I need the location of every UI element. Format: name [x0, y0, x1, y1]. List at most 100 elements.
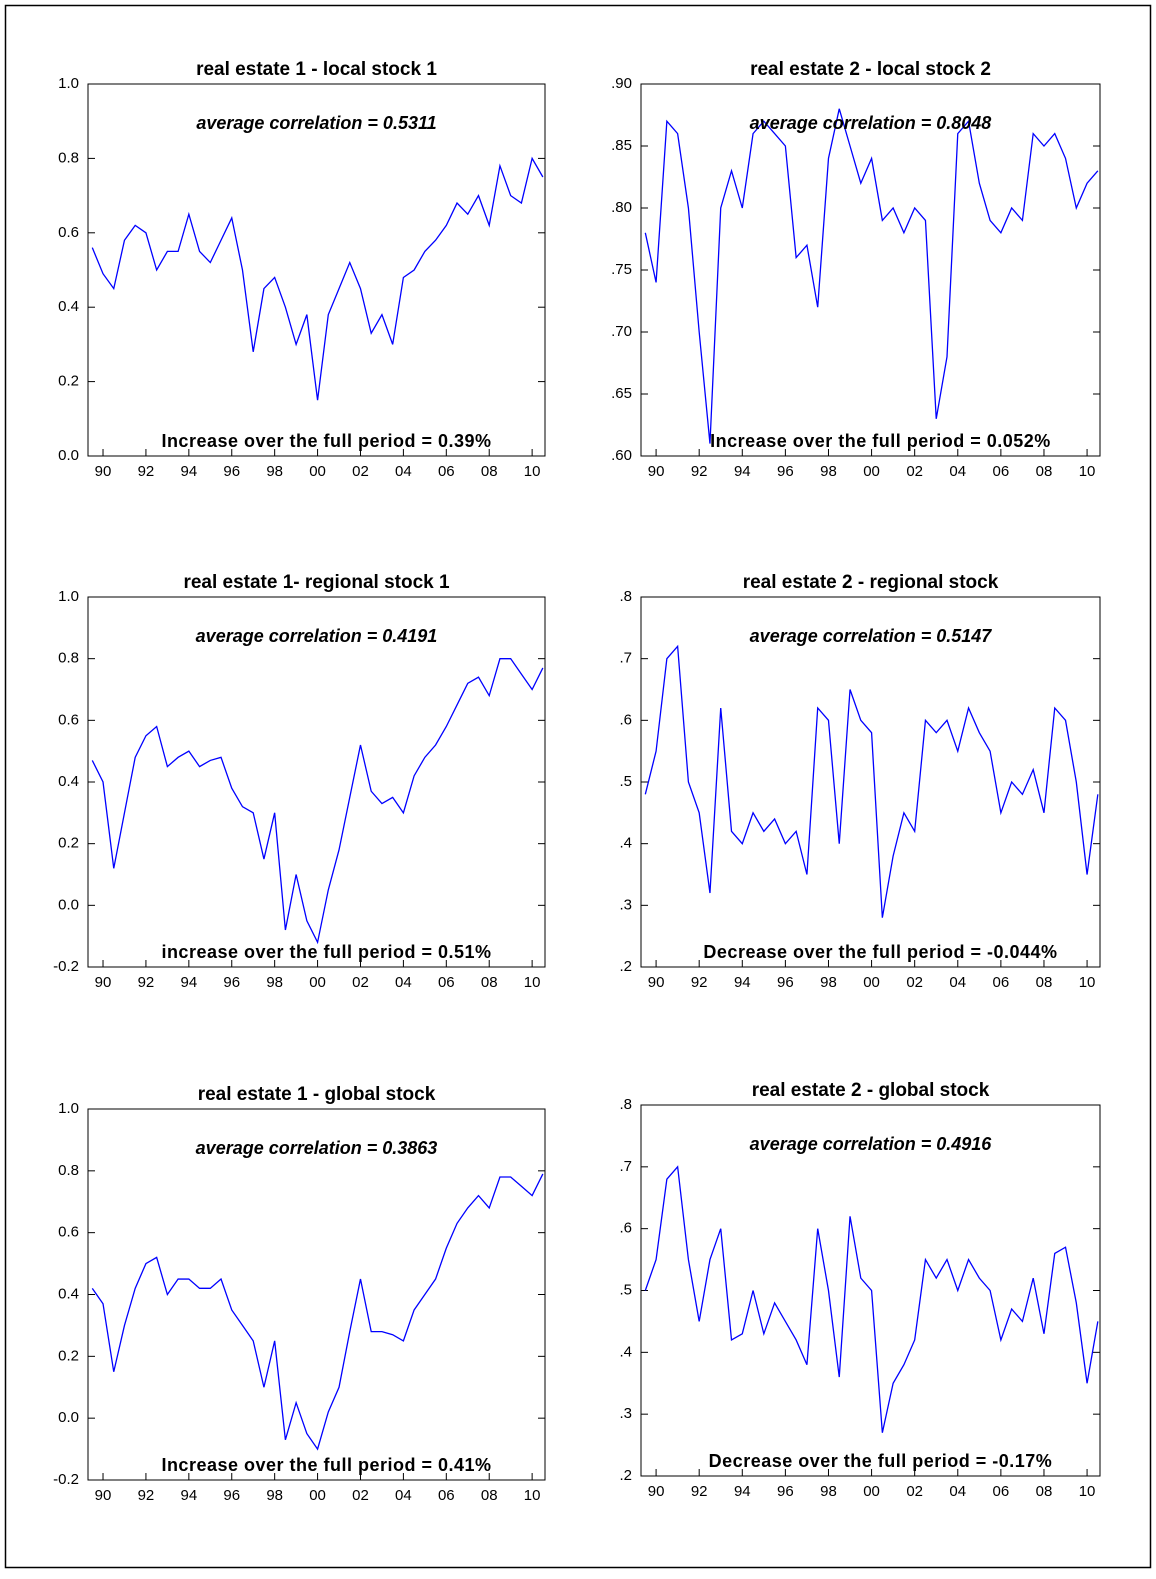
chart-title: real estate 1- regional stock 1	[183, 572, 450, 593]
x-tick-label: 92	[691, 1483, 708, 1500]
plot-frame	[640, 83, 1101, 457]
data-line	[644, 644, 1099, 918]
x-tick-label: 96	[777, 1483, 794, 1500]
chart-title: real estate 2 - regional stock	[743, 572, 999, 593]
x-tick-label: 06	[438, 1487, 455, 1504]
y-tick-label: 1.0	[58, 588, 79, 605]
x-tick-label: 00	[863, 974, 880, 991]
x-tick-label: 10	[524, 1487, 541, 1504]
x-tick-label: 02	[352, 463, 369, 480]
x-tick-label: 10	[524, 463, 541, 480]
x-tick-label: 94	[734, 1483, 751, 1500]
x-tick-label: 02	[352, 1487, 369, 1504]
x-tick-label: 04	[949, 463, 966, 480]
y-tick-label: 0.2	[58, 835, 79, 852]
y-tick-label: .75	[611, 261, 632, 278]
plot-frame	[87, 83, 546, 457]
y-tick-label: 0.2	[58, 1347, 79, 1364]
y-tick-label: .3	[619, 1405, 632, 1422]
x-tick-label: 04	[949, 974, 966, 991]
x-tick-label: 10	[1079, 1483, 1096, 1500]
chart-title: real estate 2 - global stock	[752, 1080, 990, 1101]
x-tick-label: 00	[863, 463, 880, 480]
data-line	[91, 156, 544, 401]
y-tick-label: .7	[619, 650, 632, 667]
x-tick-label: 90	[95, 1487, 112, 1504]
x-tick-label: 00	[309, 463, 326, 480]
y-tick-label: .2	[619, 1467, 632, 1484]
y-tick-label: .6	[619, 1220, 632, 1237]
x-tick-label: 98	[820, 1483, 837, 1500]
annotation: Increase over the full period = 0.41%	[161, 1455, 491, 1475]
y-tick-label: 0.0	[58, 447, 79, 464]
x-tick-label: 94	[734, 974, 751, 991]
y-tick-label: .7	[619, 1158, 632, 1175]
chart-title: real estate 1 - global stock	[198, 1084, 436, 1105]
x-tick-label: 06	[438, 463, 455, 480]
plot-frame	[87, 596, 546, 968]
y-tick-label: .5	[619, 773, 632, 790]
x-tick-label: 04	[395, 974, 412, 991]
data-line	[644, 108, 1099, 444]
x-tick-label: 08	[1036, 1483, 1053, 1500]
data-line	[91, 658, 544, 945]
annotation: Increase over the full period = 0.052%	[710, 431, 1051, 451]
x-tick-label: 94	[180, 463, 197, 480]
x-tick-label: 06	[993, 974, 1010, 991]
y-tick-label: .80	[611, 199, 632, 216]
x-tick-label: 92	[138, 1487, 155, 1504]
x-tick-label: 04	[395, 463, 412, 480]
y-tick-label: .85	[611, 137, 632, 154]
y-tick-label: .6	[619, 711, 632, 728]
x-tick-label: 96	[777, 463, 794, 480]
annotation: Decrease over the full period = -0.17%	[709, 1451, 1053, 1471]
x-tick-label: 98	[820, 463, 837, 480]
x-tick-label: 10	[524, 974, 541, 991]
annotation: Increase over the full period = 0.39%	[161, 431, 491, 451]
x-tick-label: 90	[648, 974, 665, 991]
x-tick-label: 96	[223, 1487, 240, 1504]
y-tick-label: 0.8	[58, 650, 79, 667]
x-tick-label: 02	[352, 974, 369, 991]
y-tick-label: 0.6	[58, 224, 79, 241]
y-tick-label: .3	[619, 896, 632, 913]
plot-frame	[87, 1108, 546, 1481]
y-tick-label: 0.4	[58, 298, 79, 315]
y-tick-label: .8	[619, 588, 632, 605]
x-tick-label: 08	[1036, 974, 1053, 991]
y-tick-label: 0.0	[58, 896, 79, 913]
x-tick-label: 98	[820, 974, 837, 991]
x-tick-label: 98	[266, 974, 283, 991]
y-tick-label: .60	[611, 447, 632, 464]
x-tick-label: 90	[95, 463, 112, 480]
x-tick-label: 94	[734, 463, 751, 480]
x-tick-label: 96	[777, 974, 794, 991]
x-tick-label: 94	[180, 974, 197, 991]
y-tick-label: .65	[611, 385, 632, 402]
x-tick-label: 08	[1036, 463, 1053, 480]
chart-title: real estate 1 - local stock 1	[196, 59, 437, 80]
x-tick-label: 92	[691, 463, 708, 480]
x-tick-label: 90	[648, 463, 665, 480]
x-tick-label: 06	[993, 1483, 1010, 1500]
annotation: average correlation = 0.5147	[750, 626, 993, 646]
y-tick-label: .70	[611, 323, 632, 340]
y-tick-label: .5	[619, 1281, 632, 1298]
annotation: average correlation = 0.4916	[750, 1134, 993, 1154]
y-tick-label: -0.2	[53, 1471, 79, 1488]
y-tick-label: -0.2	[53, 958, 79, 975]
x-tick-label: 92	[138, 463, 155, 480]
y-tick-label: 0.6	[58, 1224, 79, 1241]
x-tick-label: 10	[1079, 974, 1096, 991]
y-tick-label: .90	[611, 75, 632, 92]
y-tick-label: 0.0	[58, 1409, 79, 1426]
x-tick-label: 00	[863, 1483, 880, 1500]
data-line	[91, 1173, 544, 1451]
x-tick-label: 98	[266, 1487, 283, 1504]
x-tick-label: 92	[138, 974, 155, 991]
data-line	[644, 1165, 1099, 1433]
y-tick-label: .4	[619, 835, 632, 852]
x-tick-label: 98	[266, 463, 283, 480]
x-tick-label: 96	[223, 974, 240, 991]
